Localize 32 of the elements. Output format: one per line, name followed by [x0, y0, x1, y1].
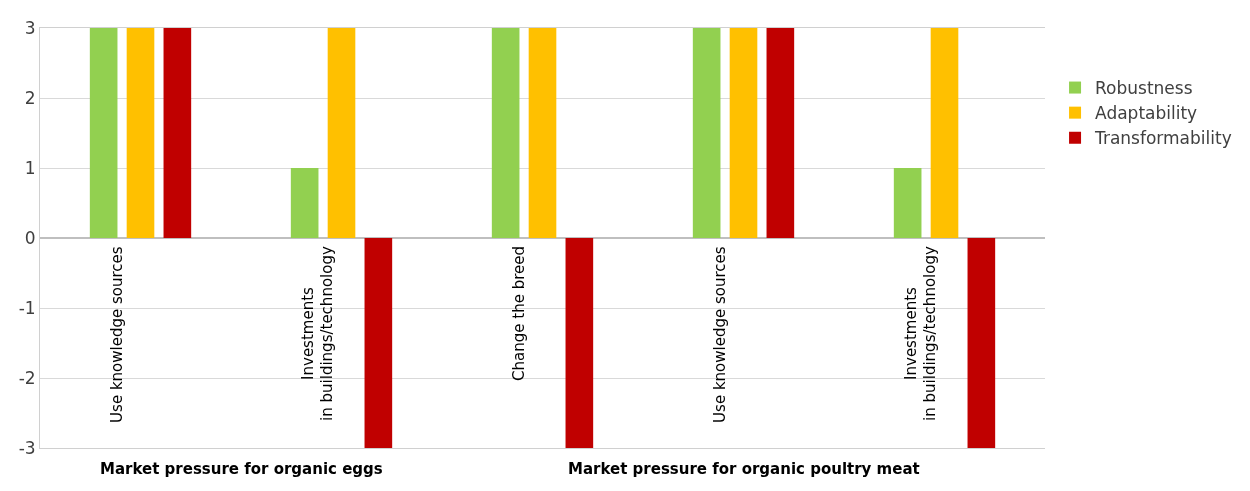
y-tick-label: 0: [24, 227, 36, 248]
bar: [930, 28, 959, 238]
bar: [89, 28, 118, 238]
legend-label: Robustness: [1095, 78, 1193, 99]
bar: [491, 28, 520, 238]
y-tick-label: -2: [18, 367, 36, 388]
bar: [364, 238, 393, 448]
y-tick-label: 1: [24, 157, 36, 178]
legend-label: Adaptability: [1095, 103, 1198, 124]
text: Market pressure for organic poultry meat: [568, 460, 920, 478]
bar: [692, 28, 721, 238]
bar: [290, 168, 319, 238]
bar: [126, 28, 155, 238]
text: Market pressure for organic eggs: [100, 460, 383, 478]
bar: [327, 28, 356, 238]
legend-label: Transformability: [1094, 128, 1232, 149]
bar: [766, 28, 795, 238]
y-tick-label: -1: [18, 297, 36, 318]
x-tick-label: Change the breed: [509, 245, 528, 381]
bar: [565, 238, 594, 448]
y-tick-label: 2: [24, 87, 36, 108]
y-tick-label: 3: [24, 17, 36, 38]
bar: [729, 28, 758, 238]
bar: [528, 28, 557, 238]
x-tick-label: Use knowledge sources: [710, 246, 729, 423]
x-tick-label: Investments in buildings/technology: [298, 246, 337, 421]
bar: [893, 168, 922, 238]
bar: [163, 28, 192, 238]
y-tick-label: -3: [18, 437, 36, 458]
bar: [967, 238, 996, 448]
x-tick-label: Investments in buildings/technology: [901, 246, 940, 421]
x-tick-label: Use knowledge sources: [107, 246, 126, 423]
